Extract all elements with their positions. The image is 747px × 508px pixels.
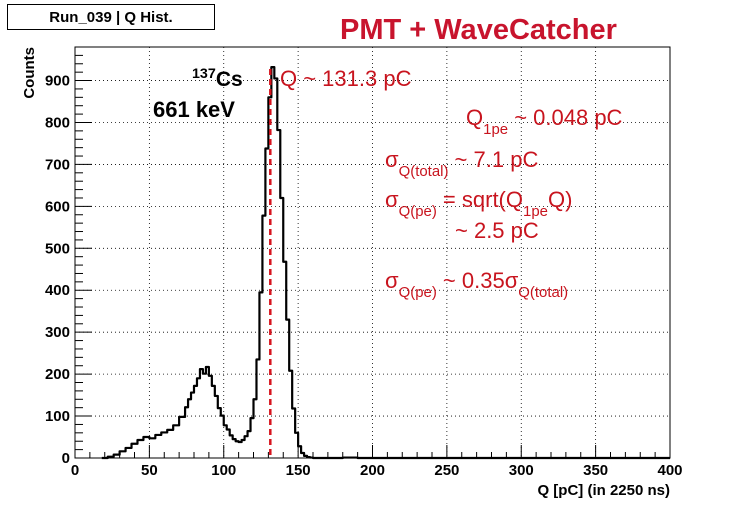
y-tick-label: 400 bbox=[45, 282, 70, 299]
x-tick-label: 0 bbox=[71, 462, 79, 479]
x-axis-label: Q [pC] (in 2250 ns) bbox=[537, 482, 670, 499]
series-layer bbox=[101, 66, 670, 460]
y-tick-label: 200 bbox=[45, 366, 70, 383]
isotope-label: 137Cs bbox=[192, 66, 243, 91]
x-tick-label: 100 bbox=[211, 462, 236, 479]
histogram-name-box: Run_039 | Q Hist. bbox=[7, 4, 215, 30]
y-tick-label: 700 bbox=[45, 156, 70, 173]
x-tick-label: 50 bbox=[141, 462, 158, 479]
energy-label: 661 keV bbox=[153, 97, 235, 122]
y-tick-label: 900 bbox=[45, 73, 70, 90]
x-tick-label: 400 bbox=[657, 462, 682, 479]
q-peak-label: Q ~ 131.3 pC bbox=[280, 66, 412, 91]
histogram-line bbox=[101, 66, 670, 460]
y-axis-label: Counts bbox=[21, 47, 38, 99]
y-tick-label: 600 bbox=[45, 198, 70, 215]
sigma-pe-value: ~ 2.5 pC bbox=[455, 218, 539, 243]
q1pe-label: Q1pe ~ 0.048 pC bbox=[466, 105, 623, 138]
x-tick-label: 250 bbox=[434, 462, 459, 479]
x-tick-label: 350 bbox=[583, 462, 608, 479]
chart-title: PMT + WaveCatcher bbox=[340, 14, 617, 46]
y-tick-label: 800 bbox=[45, 114, 70, 131]
sigma-total-label: σQ(total) ~ 7.1 pC bbox=[385, 147, 538, 180]
sigma-pe-formula: σQ(pe) = sqrt(Q1peQ) bbox=[385, 187, 572, 220]
x-tick-label: 200 bbox=[360, 462, 385, 479]
annotations: 137Cs 661 keV Q ~ 131.3 pC Q1pe ~ 0.048 pC σ… bbox=[153, 66, 623, 301]
y-tick-label: 100 bbox=[45, 408, 70, 425]
y-tick-label: 0 bbox=[62, 450, 70, 467]
y-tick-label: 300 bbox=[45, 324, 70, 341]
ticks: 0 50 100 150 200 250 300 350 400 0 100 200 300 400 500… bbox=[21, 46, 683, 499]
x-tick-label: 300 bbox=[509, 462, 534, 479]
y-tick-label: 500 bbox=[45, 240, 70, 257]
sigma-ratio-label: σQ(pe) ~ 0.35σQ(total) bbox=[385, 268, 568, 301]
x-tick-label: 150 bbox=[286, 462, 311, 479]
